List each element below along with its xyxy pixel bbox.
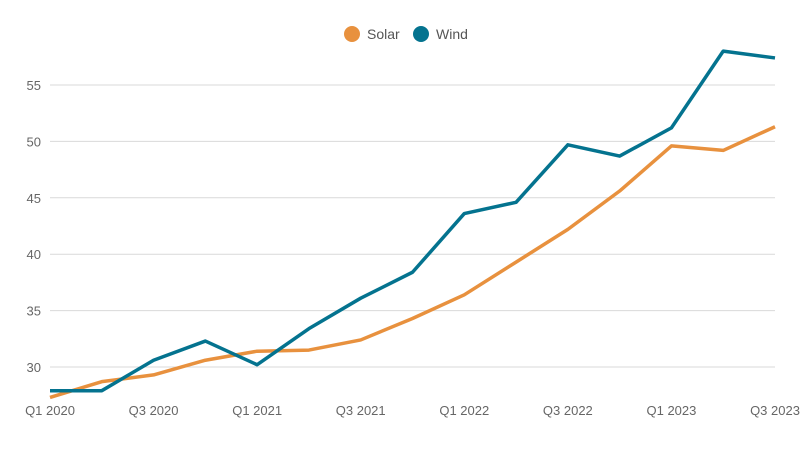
x-tick-label: Q3 2021 [336, 403, 386, 418]
y-tick-label: 55 [27, 78, 41, 93]
y-tick-label: 45 [27, 191, 41, 206]
x-tick-label: Q1 2020 [25, 403, 75, 418]
y-tick-label: 35 [27, 304, 41, 319]
x-tick-label: Q3 2022 [543, 403, 593, 418]
gridlines [50, 84, 775, 368]
legend: Solar Wind [344, 26, 468, 42]
series-line-solar [49, 125, 776, 400]
x-tick-label: Q3 2020 [129, 403, 179, 418]
x-tick-label: Q1 2021 [232, 403, 282, 418]
x-tick-label: Q1 2023 [646, 403, 696, 418]
y-tick-label: 50 [27, 134, 41, 149]
x-tick-label: Q3 2023 [750, 403, 800, 418]
y-tick-label: 40 [27, 247, 41, 262]
legend-marker-solar [344, 26, 360, 42]
series-group [49, 49, 776, 400]
x-tick-label: Q1 2022 [439, 403, 489, 418]
series-line-wind [50, 49, 776, 393]
legend-label-solar: Solar [367, 26, 400, 42]
legend-marker-wind [413, 26, 429, 42]
legend-label-wind: Wind [436, 26, 468, 42]
y-tick-label: 30 [27, 360, 41, 375]
y-axis: 30 35 40 45 50 55 [27, 78, 41, 375]
x-axis: Q1 2020 Q3 2020 Q1 2021 Q3 2021 Q1 2022 Q3 20… [25, 403, 800, 418]
